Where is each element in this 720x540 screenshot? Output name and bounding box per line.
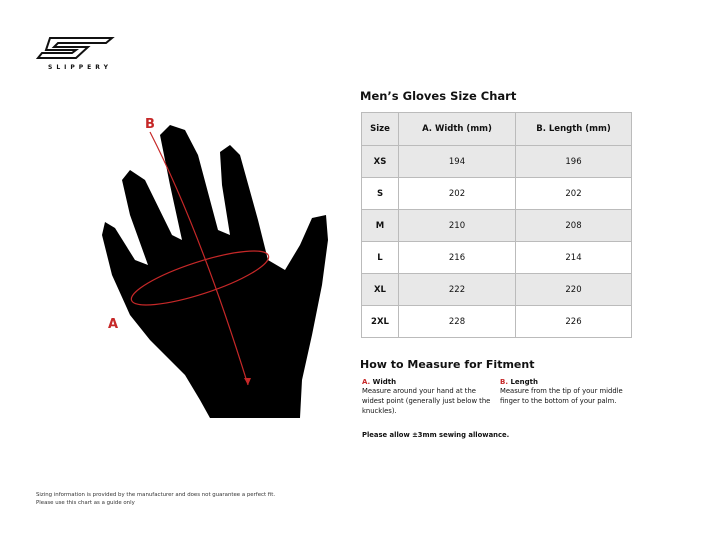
slippery-logo xyxy=(36,37,115,59)
table-row: M 210 208 xyxy=(361,209,632,242)
size-cell: S xyxy=(361,177,399,210)
width-instructions: A. Width Measure around your hand at the… xyxy=(362,378,496,416)
length-cell: 226 xyxy=(515,305,632,338)
howto-title: How to Measure for Fitment xyxy=(360,358,535,371)
header-width: A. Width (mm) xyxy=(398,112,516,146)
disclaimer: Sizing information is provided by the ma… xyxy=(36,491,275,507)
label-a: A xyxy=(108,317,118,332)
size-cell: XS xyxy=(361,145,399,178)
length-cell: 202 xyxy=(515,177,632,210)
width-cell: 216 xyxy=(398,241,516,274)
table-row: XL 222 220 xyxy=(361,273,632,306)
table-row: S 202 202 xyxy=(361,177,632,210)
hand-silhouette xyxy=(102,125,328,418)
length-cell: 214 xyxy=(515,241,632,274)
width-cell: 210 xyxy=(398,209,516,242)
header-size: Size xyxy=(361,112,399,146)
table-row: L 216 214 xyxy=(361,241,632,274)
size-cell: M xyxy=(361,209,399,242)
disclaimer-line-1: Sizing information is provided by the ma… xyxy=(36,492,276,498)
width-label: Width xyxy=(372,378,397,386)
size-cell: 2XL xyxy=(361,305,399,338)
length-label: Length xyxy=(510,378,538,386)
length-cell: 208 xyxy=(515,209,632,242)
length-cell: 196 xyxy=(515,145,632,178)
table-header-row: Size A. Width (mm) B. Length (mm) xyxy=(361,112,632,146)
page-title: Men’s Gloves Size Chart xyxy=(360,89,517,103)
length-cell: 220 xyxy=(515,273,632,306)
length-arrow xyxy=(149,131,249,386)
header-length: B. Length (mm) xyxy=(515,112,632,146)
label-b: B xyxy=(145,117,155,132)
size-table: Size A. Width (mm) B. Length (mm) XS 194 1… xyxy=(361,112,632,338)
length-prefix: B. xyxy=(500,378,508,386)
width-cell: 194 xyxy=(398,145,516,178)
table-row: XS 194 196 xyxy=(361,145,632,178)
hand-diagram: B A xyxy=(102,117,328,418)
width-cell: 222 xyxy=(398,273,516,306)
brand-name: SLIPPERY xyxy=(48,64,112,71)
size-cell: L xyxy=(361,241,399,274)
width-cell: 228 xyxy=(398,305,516,338)
width-prefix: A. xyxy=(362,378,371,386)
width-desc: Measure around your hand at the widest p… xyxy=(362,387,491,415)
table-row: 2XL 228 226 xyxy=(361,305,632,338)
size-cell: XL xyxy=(361,273,399,306)
width-loop xyxy=(130,250,270,306)
sewing-allowance-note: Please allow ±3mm sewing allowance. xyxy=(362,431,510,439)
disclaimer-line-2: Please use this chart as a guide only xyxy=(36,500,135,506)
length-desc: Measure from the tip of your middle fing… xyxy=(500,387,623,405)
length-instructions: B. Length Measure from the tip of your m… xyxy=(500,378,640,406)
width-cell: 202 xyxy=(398,177,516,210)
